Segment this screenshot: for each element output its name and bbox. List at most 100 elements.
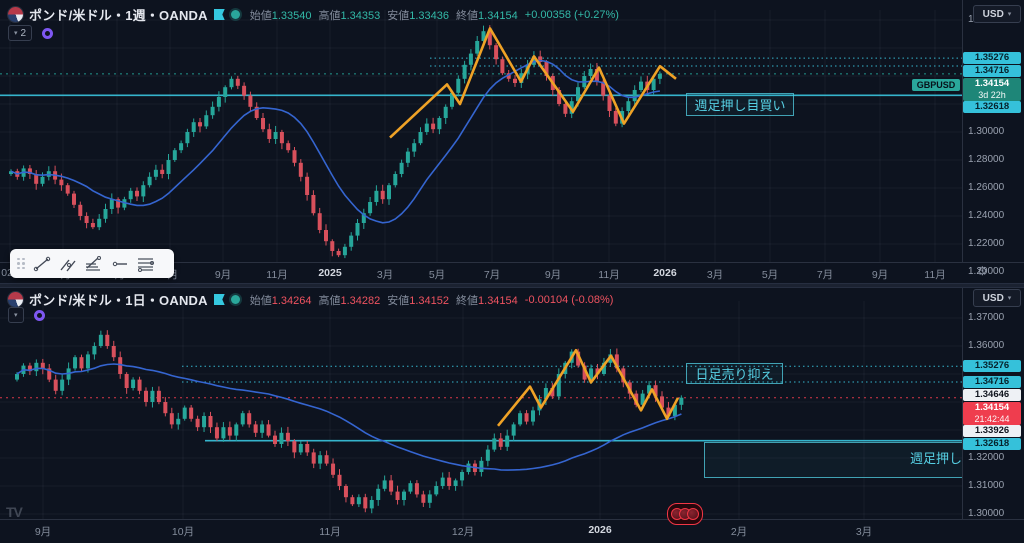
close-label: 終値 [456,294,479,307]
chevron-down-icon: ▾ [14,312,18,319]
time-tick: 3月 [855,526,873,538]
time-axis-daily[interactable]: 9月 10月 11月 12月 2026 2月 3月 [0,519,1024,543]
currency-selector-daily[interactable]: USD ▾ [973,289,1021,307]
ohlc-weekly: 始値1.33540 高値1.34353 安値1.33436 終値1.34154 … [250,7,619,23]
daily-pane-header: ポンド/米ドル・1日・OANDA 始値1.34264 高値1.34282 安値1… [8,290,613,309]
level-price-label[interactable]: 1.34716 [963,65,1021,78]
price-tick: 1.22000 [968,238,1005,249]
currency-selector-weekly[interactable]: USD ▾ [973,5,1021,23]
market-status-icon [213,294,225,305]
close-value: 1.34154 [478,294,518,307]
time-tick: 5月 [761,269,779,281]
weekly-pane-header: ポンド/米ドル・1週・OANDA 始値1.33540 高値1.34353 安値1… [8,5,619,24]
currency-label: USD [982,8,1004,20]
symbol-flag-icon [8,292,23,307]
time-tick: 10月 [171,526,195,538]
zigzag-line[interactable] [389,27,677,139]
current-price-label[interactable]: 1.34154 3d 22h [963,78,1021,102]
multi-horizontal-lines-tool-icon[interactable] [134,252,158,276]
parallel-trend-lines-tool-icon[interactable] [56,252,80,276]
time-tick: 2026 [588,524,612,536]
currency-label: USD [982,292,1004,304]
legend-collapse-badge[interactable]: ▾ 2 [8,25,33,41]
current-price-label[interactable]: 1.34154 21:42:44 [963,401,1021,425]
price-tick: 1.26000 [968,182,1005,193]
time-tick: 11月 [266,269,288,281]
indicator-ring-icon[interactable] [42,27,54,39]
axis-settings-gear-icon[interactable]: ⚙ [977,264,988,278]
time-tick: 7月 [483,269,501,281]
annotation-weekly-dip-buy[interactable]: 週足押し目買い [686,93,794,116]
time-tick: 9月 [871,269,889,281]
price-tick: 1.37000 [968,312,1005,323]
high-label: 高値 [318,9,341,22]
chevron-down-icon: ▾ [1007,11,1012,18]
open-label: 始値 [249,294,272,307]
price-tick: 1.31000 [968,480,1005,491]
close-value: 1.34154 [478,9,518,22]
price-tick: 1.36000 [968,340,1005,351]
price-tick: 1.32000 [968,452,1005,463]
market-open-dot-icon [230,295,240,304]
time-tick: 11月 [319,526,341,538]
level-price-label[interactable]: 1.35276 [963,52,1021,65]
trend-line-tool-icon[interactable] [30,252,54,276]
level-price-label[interactable]: 1.32618 [963,101,1021,114]
indicator-ring-icon[interactable] [33,309,45,321]
ma-line[interactable] [10,59,661,224]
time-tick: 11月 [924,269,946,281]
price-tick: 1.24000 [968,210,1005,221]
annotation-weekly-dip-zone[interactable]: 週足押し [704,442,965,478]
symbol-flag-icon [8,7,23,22]
price-tick: 1.20000 [968,266,1005,277]
symbol-price-tag[interactable]: GBPUSD [912,79,960,92]
time-tick: 9月 [214,269,232,281]
change-value: +0.00358 (+0.27%) [524,8,619,21]
time-tick: 3月 [376,269,394,281]
time-tick: 9月 [544,269,562,281]
chevron-down-icon: ▾ [1007,295,1012,302]
zigzag-line[interactable] [496,348,680,427]
drawing-toolbar [10,249,174,278]
horizontal-ray-tool-icon[interactable] [108,252,132,276]
economic-events-badge[interactable] [667,503,703,525]
level-price-label[interactable]: 1.33926 [963,424,1021,437]
tradingview-watermark-logo: TV [6,504,23,520]
level-price-label[interactable]: 1.35276 [963,360,1021,373]
symbol-title-weekly[interactable]: ポンド/米ドル・1週・OANDA [29,8,208,23]
ohlc-daily: 始値1.34264 高値1.34282 安値1.34152 終値1.34154 … [250,292,614,308]
low-label: 安値 [387,294,410,307]
time-tick: 2025 [318,267,342,279]
level-price-label[interactable]: 1.34716 [963,375,1021,388]
panel-divider[interactable] [0,283,1024,288]
fib-retracement-tool-icon[interactable] [82,252,106,276]
level-price-label[interactable]: 1.32618 [963,437,1021,450]
annotation-daily-sell-cap[interactable]: 日足売り抑え [686,363,783,384]
toolbar-drag-handle-icon[interactable] [14,257,28,270]
time-tick: 12月 [451,526,475,538]
low-label: 安値 [387,9,410,22]
market-open-dot-icon [230,10,240,19]
time-tick: 7月 [816,269,834,281]
change-value: -0.00104 (-0.08%) [524,293,614,306]
open-label: 始値 [249,9,272,22]
chevron-down-icon: ▾ [14,30,18,37]
high-label: 高値 [318,294,341,307]
time-tick: 2026 [653,267,677,279]
time-tick: 11月 [598,269,620,281]
low-value: 1.34152 [409,294,450,307]
time-tick: 3月 [706,269,724,281]
price-tick: 1.28000 [968,154,1005,165]
1W-plot[interactable] [0,10,962,272]
close-label: 終値 [456,9,479,22]
bar-countdown: 21:42:44 [974,413,1010,424]
level-price-label[interactable]: 1.34646 [963,388,1021,401]
ma-line[interactable] [16,363,682,471]
high-value: 1.34353 [340,9,381,22]
symbol-title-daily[interactable]: ポンド/米ドル・1日・OANDA [29,293,208,308]
time-tick: 9月 [34,526,52,538]
1D-plot[interactable] [0,301,962,519]
legend-collapse-badge[interactable]: ▾ [8,307,24,323]
